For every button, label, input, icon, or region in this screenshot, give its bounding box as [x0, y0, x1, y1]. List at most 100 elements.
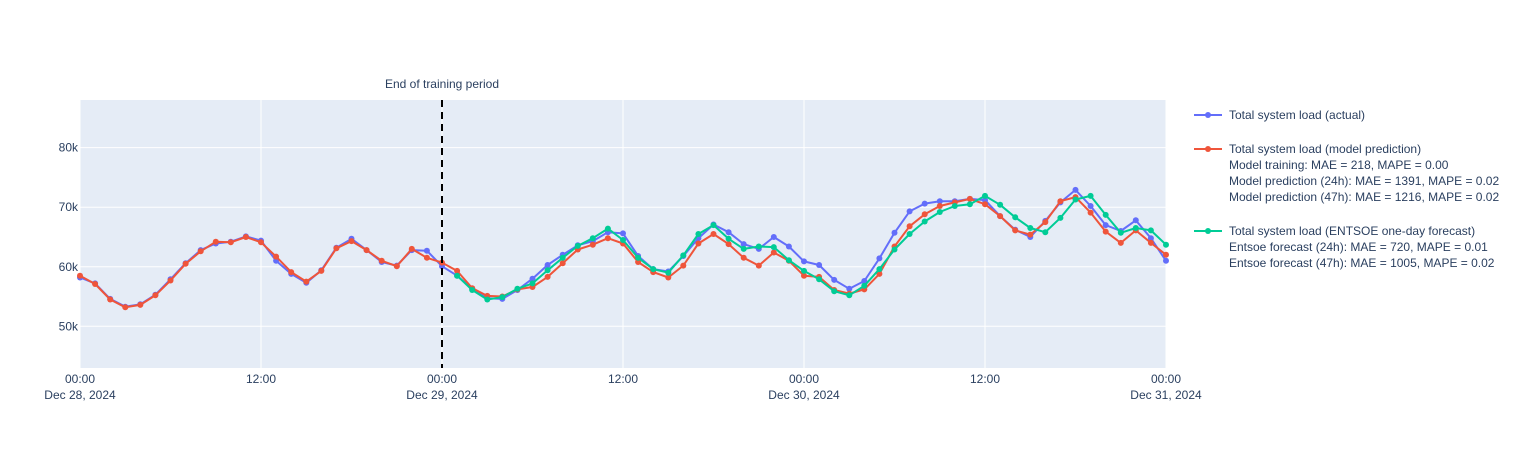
data-point [650, 266, 657, 273]
data-point [755, 262, 762, 269]
data-point [936, 203, 943, 209]
legend-metric-note: Model prediction (47h): MAE = 1216, MAPE… [1229, 190, 1499, 204]
series-line [456, 194, 1167, 301]
x-tick-label: 00:00 [1151, 372, 1181, 386]
data-point [514, 285, 521, 292]
data-point [740, 241, 747, 248]
data-point [785, 243, 792, 250]
data-point [936, 198, 943, 205]
data-point [408, 245, 415, 252]
data-point [725, 235, 732, 242]
x-tick-label: 12:00 [246, 372, 276, 386]
data-point [1147, 239, 1154, 246]
y-tick-label: 50k [59, 319, 79, 333]
data-point [197, 248, 204, 255]
data-point [1102, 228, 1109, 235]
data-point [589, 241, 596, 248]
data-point [1027, 231, 1034, 238]
data-point [1042, 219, 1049, 226]
data-point [363, 247, 370, 254]
data-point [1027, 225, 1034, 231]
data-point [906, 208, 913, 215]
data-point [695, 240, 702, 247]
data-point [258, 239, 264, 246]
series-3 [454, 192, 1169, 303]
legend-label: Total system load (ENTSOE one-day foreca… [1229, 224, 1475, 238]
x-tick-label: 00:00 [789, 372, 819, 386]
legend-metric-note: Entsoe forecast (47h): MAE = 1005, MAPE … [1229, 256, 1495, 270]
legend-metric-note: Entsoe forecast (24h): MAE = 720, MAPE =… [1229, 240, 1488, 254]
data-point [710, 222, 717, 229]
data-point [876, 270, 883, 277]
data-point [529, 275, 536, 282]
data-point [1087, 203, 1094, 209]
data-point [831, 276, 838, 283]
data-point [1132, 225, 1139, 231]
data-point [951, 203, 958, 209]
data-point [423, 247, 430, 254]
data-point [1012, 214, 1019, 221]
data-point [1072, 196, 1079, 203]
legend-item-1[interactable]: Total system load (actual) [1194, 108, 1365, 122]
data-point [770, 249, 777, 256]
data-point [982, 201, 988, 208]
data-point [695, 231, 702, 237]
data-point [499, 294, 506, 301]
data-point [1163, 241, 1169, 248]
data-point [529, 280, 536, 287]
data-point [122, 304, 129, 311]
data-point [182, 260, 189, 267]
data-point [846, 292, 853, 299]
data-point [680, 262, 687, 269]
data-point [1147, 227, 1154, 234]
data-point [1102, 211, 1109, 218]
data-point [755, 243, 762, 250]
data-point [665, 274, 672, 281]
legend-item-3[interactable]: Total system load (ENTSOE one-day foreca… [1194, 224, 1495, 270]
data-point [1163, 257, 1169, 264]
data-point [1042, 229, 1049, 236]
data-point [966, 195, 973, 202]
legend-label: Total system load (actual) [1229, 108, 1365, 122]
data-point [921, 218, 928, 225]
data-point [770, 234, 777, 240]
data-point [816, 262, 823, 268]
data-point [423, 254, 430, 261]
data-point [288, 269, 295, 276]
data-point [770, 244, 777, 251]
data-point [544, 267, 551, 274]
data-point [635, 259, 642, 265]
legend-metric-note: Model prediction (24h): MAE = 1391, MAPE… [1229, 174, 1499, 188]
data-point [635, 254, 642, 261]
legend-marker [1205, 146, 1211, 152]
data-point [876, 266, 883, 273]
data-point [906, 223, 913, 230]
data-point [801, 272, 807, 279]
data-point [559, 260, 566, 267]
data-point [816, 276, 823, 283]
data-point [1147, 235, 1154, 242]
data-point [846, 285, 853, 292]
data-point [831, 288, 838, 295]
data-point [982, 197, 988, 204]
data-point [589, 235, 596, 242]
data-point [393, 263, 400, 270]
x-tick-label: 00:00 [427, 372, 457, 386]
annotation-layer: End of training period [385, 77, 499, 368]
data-point [710, 231, 717, 237]
data-point [242, 234, 249, 240]
data-point [152, 292, 159, 299]
data-point [1057, 214, 1064, 221]
grid [79, 100, 1167, 368]
x-tick-date-label: Dec 28, 2024 [44, 388, 116, 402]
data-point [303, 278, 310, 285]
legend-item-2[interactable]: Total system load (model prediction) Mode… [1194, 142, 1499, 204]
data-point [740, 245, 747, 252]
data-point [891, 246, 898, 253]
data-point [936, 209, 943, 215]
x-tick-date-label: Dec 29, 2024 [406, 388, 478, 402]
data-point [921, 200, 928, 207]
data-point [318, 267, 325, 274]
